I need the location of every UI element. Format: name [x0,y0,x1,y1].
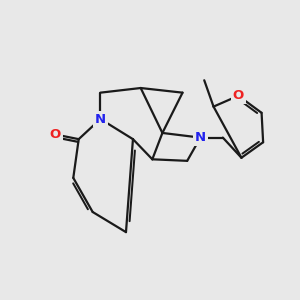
Text: O: O [233,89,244,102]
Text: N: N [95,112,106,125]
Text: N: N [195,131,206,144]
Text: O: O [50,128,61,141]
